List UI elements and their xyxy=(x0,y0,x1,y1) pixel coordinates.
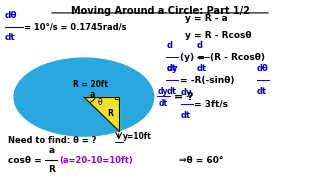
Text: (y) =: (y) = xyxy=(180,53,204,62)
Text: = 3ft/s: = 3ft/s xyxy=(194,100,228,109)
Text: dt: dt xyxy=(4,33,15,42)
Text: (a=20-10=10ft): (a=20-10=10ft) xyxy=(59,156,133,165)
Polygon shape xyxy=(84,97,119,131)
Text: θ: θ xyxy=(97,98,102,107)
Text: dy: dy xyxy=(180,88,192,97)
Text: y = R - a: y = R - a xyxy=(185,14,228,23)
Circle shape xyxy=(14,58,154,136)
Text: dt: dt xyxy=(159,99,168,108)
Text: = ?: = ? xyxy=(174,92,194,102)
Text: a: a xyxy=(48,146,54,155)
Text: dt: dt xyxy=(180,111,191,120)
Text: y = R - Rcosθ: y = R - Rcosθ xyxy=(185,31,252,40)
Text: y=10ft: y=10ft xyxy=(123,132,152,141)
Text: R: R xyxy=(107,109,113,118)
Text: R: R xyxy=(48,165,55,174)
Text: dt: dt xyxy=(257,87,267,96)
Text: a: a xyxy=(89,90,94,99)
Text: Moving Around a Circle: Part 1/2: Moving Around a Circle: Part 1/2 xyxy=(71,6,249,16)
Text: dy: dy xyxy=(158,87,168,96)
Text: dθ: dθ xyxy=(257,64,268,73)
Text: = 10°/s = 0.1745rad/s: = 10°/s = 0.1745rad/s xyxy=(24,22,127,31)
Text: dt: dt xyxy=(197,64,207,73)
Text: dy: dy xyxy=(166,64,178,73)
Text: dt: dt xyxy=(166,64,176,73)
Text: ⇒θ = 60°: ⇒θ = 60° xyxy=(179,156,223,165)
Text: dθ: dθ xyxy=(4,11,17,20)
Text: d: d xyxy=(197,41,203,50)
Text: = -R(-sinθ): = -R(-sinθ) xyxy=(180,76,234,85)
Text: R = 20ft: R = 20ft xyxy=(73,80,108,89)
Text: Need to find: θ = ?: Need to find: θ = ? xyxy=(8,136,96,145)
Text: d: d xyxy=(166,41,172,50)
Text: dt: dt xyxy=(166,87,176,96)
Text: (R - Rcosθ): (R - Rcosθ) xyxy=(210,53,265,62)
Text: cosθ =: cosθ = xyxy=(8,156,42,165)
